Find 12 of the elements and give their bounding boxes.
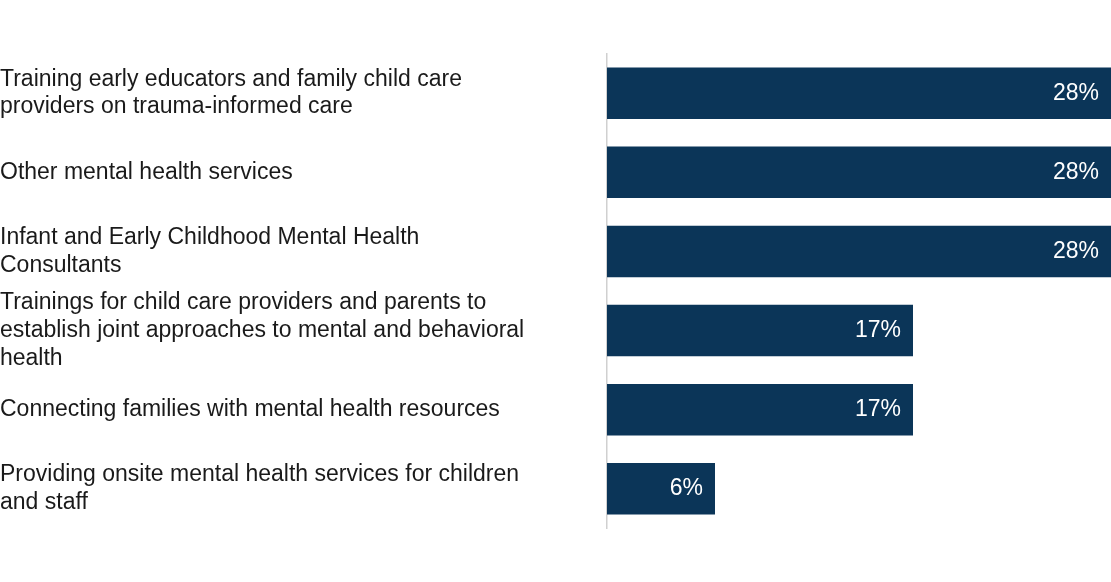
y-tick-label: Other mental health services (0, 157, 293, 184)
data-label: 28% (1052, 157, 1099, 184)
data-label: 6% (669, 474, 703, 501)
y-tick-label: Training early educators and family child care providers on trauma-informed care (0, 64, 462, 119)
y-tick-label: Connecting families with mental health resources (0, 395, 500, 422)
y-tick-label: Trainings for child care providers and parents to establish joint approaches to mental and behavioral health (0, 288, 525, 370)
y-tick-label: Providing onsite mental health services for children and staff (0, 460, 520, 514)
data-label: 28% (1052, 236, 1099, 263)
data-label: 17% (854, 315, 901, 342)
data-label: 28% (1052, 78, 1099, 105)
data-label: 17% (854, 395, 901, 422)
y-tick-label: Infant and Early Childhood Mental Health Consultants (0, 222, 420, 277)
